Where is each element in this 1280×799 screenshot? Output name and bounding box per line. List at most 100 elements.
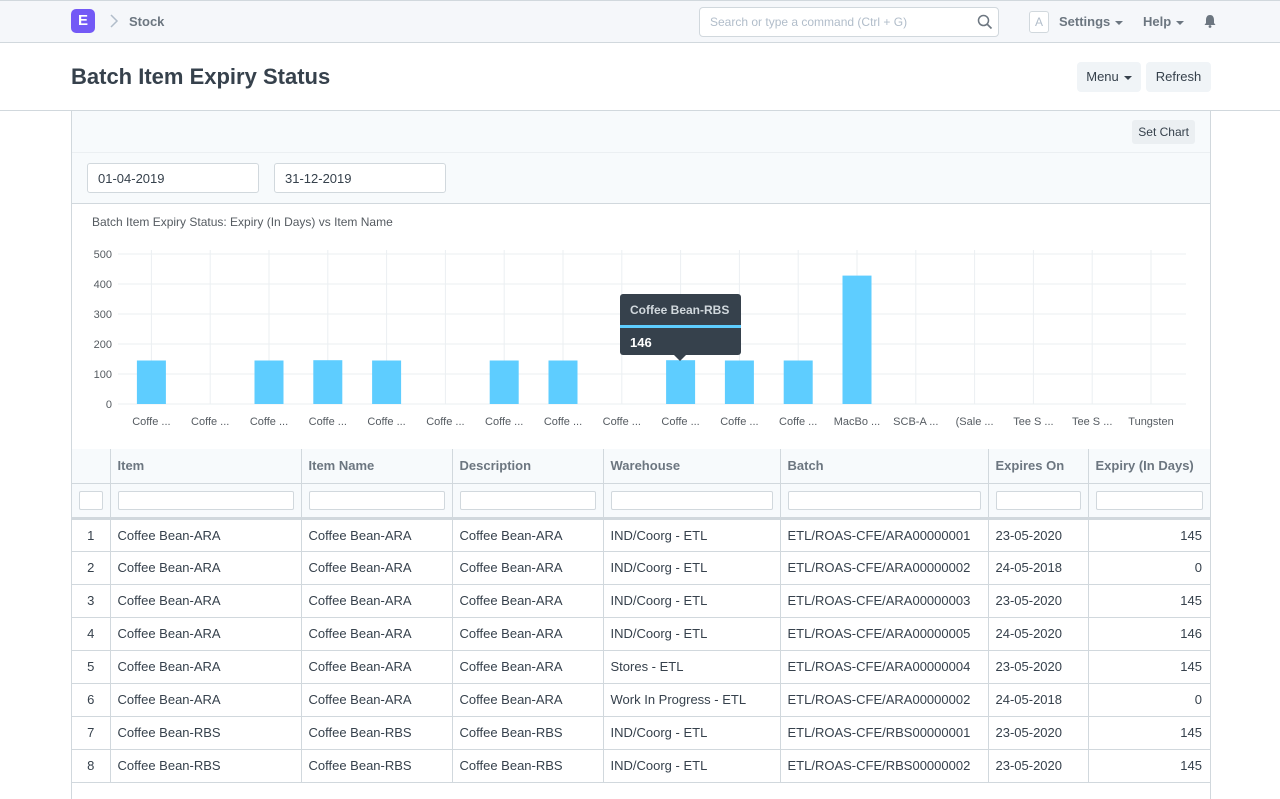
- cell-item[interactable]: Coffee Bean-ARA: [110, 683, 302, 717]
- expires-on-filter-input[interactable]: [995, 490, 1081, 510]
- cell-description[interactable]: Coffee Bean-ARA: [452, 650, 604, 684]
- cell-item-name[interactable]: Coffee Bean-ARA: [301, 683, 453, 717]
- column-header-warehouse[interactable]: Warehouse: [603, 449, 781, 484]
- cell-expires-on[interactable]: 24-05-2018: [988, 551, 1089, 585]
- column-header-description[interactable]: Description: [452, 449, 604, 484]
- cell-expiry-days[interactable]: 145: [1088, 749, 1210, 783]
- row-number: 4: [72, 617, 111, 651]
- cell-description[interactable]: Coffee Bean-ARA: [452, 584, 604, 618]
- cell-expires-on[interactable]: 23-05-2020: [988, 584, 1089, 618]
- cell-expiry-days[interactable]: 145: [1088, 518, 1210, 552]
- row-number: 1: [72, 518, 111, 552]
- description-filter-input[interactable]: [459, 490, 596, 510]
- cell-warehouse[interactable]: Stores - ETL: [603, 650, 781, 684]
- refresh-button[interactable]: Refresh: [1146, 62, 1211, 92]
- settings-dropdown[interactable]: Settings: [1059, 14, 1124, 29]
- cell-warehouse[interactable]: IND/Coorg - ETL: [603, 716, 781, 750]
- cell-description[interactable]: Coffee Bean-ARA: [452, 617, 604, 651]
- table-row[interactable]: 7 Coffee Bean-RBS Coffee Bean-RBS Coffee Be…: [72, 716, 1210, 750]
- cell-item-name[interactable]: Coffee Bean-ARA: [301, 617, 453, 651]
- cell-item[interactable]: Coffee Bean-ARA: [110, 617, 302, 651]
- column-header-item[interactable]: Item: [110, 449, 302, 484]
- cell-expiry-days[interactable]: 0: [1088, 551, 1210, 585]
- x-tick-label: (Sale ...: [956, 416, 994, 428]
- cell-item-name[interactable]: Coffee Bean-RBS: [301, 749, 453, 783]
- cell-warehouse[interactable]: IND/Coorg - ETL: [603, 584, 781, 618]
- cell-description[interactable]: Coffee Bean-ARA: [452, 683, 604, 717]
- cell-expires-on[interactable]: 23-05-2020: [988, 518, 1089, 552]
- cell-description[interactable]: Coffee Bean-RBS: [452, 716, 604, 750]
- row-number-filter[interactable]: [79, 490, 103, 510]
- cell-batch[interactable]: ETL/ROAS-CFE/ARA00000003: [780, 584, 989, 618]
- cell-description[interactable]: Coffee Bean-RBS: [452, 749, 604, 783]
- table-row[interactable]: 3 Coffee Bean-ARA Coffee Bean-ARA Coffee Be…: [72, 584, 1210, 618]
- set-chart-button[interactable]: Set Chart: [1132, 120, 1195, 144]
- cell-batch[interactable]: ETL/ROAS-CFE/RBS00000001: [780, 716, 989, 750]
- item-filter-input[interactable]: [117, 490, 294, 510]
- warehouse-filter-input[interactable]: [610, 490, 773, 510]
- help-dropdown[interactable]: Help: [1143, 14, 1185, 29]
- cell-description[interactable]: Coffee Bean-ARA: [452, 551, 604, 585]
- menu-button[interactable]: Menu: [1077, 62, 1141, 92]
- cell-batch[interactable]: ETL/ROAS-CFE/ARA00000005: [780, 617, 989, 651]
- search-icon[interactable]: [977, 14, 993, 30]
- chart-title: Batch Item Expiry Status: Expiry (In Day…: [92, 215, 393, 229]
- table-row[interactable]: 6 Coffee Bean-ARA Coffee Bean-ARA Coffee Be…: [72, 683, 1210, 717]
- cell-item-name[interactable]: Coffee Bean-ARA: [301, 650, 453, 684]
- cell-description[interactable]: Coffee Bean-ARA: [452, 518, 604, 552]
- cell-warehouse[interactable]: IND/Coorg - ETL: [603, 749, 781, 783]
- cell-item-name[interactable]: Coffee Bean-ARA: [301, 518, 453, 552]
- cell-expiry-days[interactable]: 145: [1088, 716, 1210, 750]
- table-row[interactable]: 2 Coffee Bean-ARA Coffee Bean-ARA Coffee Be…: [72, 551, 1210, 585]
- x-tick-label: Coffe ...: [544, 416, 582, 428]
- column-header-expires-on[interactable]: Expires On: [988, 449, 1089, 484]
- cell-warehouse[interactable]: IND/Coorg - ETL: [603, 518, 781, 552]
- cell-item-name[interactable]: Coffee Bean-ARA: [301, 584, 453, 618]
- cell-expires-on[interactable]: 23-05-2020: [988, 716, 1089, 750]
- table-row[interactable]: 4 Coffee Bean-ARA Coffee Bean-ARA Coffee Be…: [72, 617, 1210, 651]
- cell-item[interactable]: Coffee Bean-ARA: [110, 650, 302, 684]
- search-input[interactable]: [700, 8, 970, 36]
- cell-expiry-days[interactable]: 0: [1088, 683, 1210, 717]
- avatar[interactable]: A: [1029, 11, 1049, 33]
- cell-warehouse[interactable]: IND/Coorg - ETL: [603, 551, 781, 585]
- cell-batch[interactable]: ETL/ROAS-CFE/RBS00000002: [780, 749, 989, 783]
- y-tick-label: 400: [94, 279, 112, 291]
- cell-item-name[interactable]: Coffee Bean-ARA: [301, 551, 453, 585]
- table-row[interactable]: 8 Coffee Bean-RBS Coffee Bean-RBS Coffee Be…: [72, 749, 1210, 783]
- cell-item-name[interactable]: Coffee Bean-RBS: [301, 716, 453, 750]
- app-logo[interactable]: E: [71, 9, 95, 33]
- filter-cell: [452, 483, 604, 520]
- cell-item[interactable]: Coffee Bean-RBS: [110, 749, 302, 783]
- cell-expiry-days[interactable]: 145: [1088, 650, 1210, 684]
- x-tick-label: SCB-A ...: [893, 416, 938, 428]
- batch-filter-input[interactable]: [787, 490, 981, 510]
- cell-expires-on[interactable]: 24-05-2020: [988, 617, 1089, 651]
- item-name-filter-input[interactable]: [308, 490, 445, 510]
- cell-batch[interactable]: ETL/ROAS-CFE/ARA00000002: [780, 551, 989, 585]
- cell-expires-on[interactable]: 24-05-2018: [988, 683, 1089, 717]
- cell-expiry-days[interactable]: 145: [1088, 584, 1210, 618]
- cell-warehouse[interactable]: IND/Coorg - ETL: [603, 617, 781, 651]
- bell-icon[interactable]: [1203, 14, 1217, 28]
- table-row[interactable]: 5 Coffee Bean-ARA Coffee Bean-ARA Coffee Be…: [72, 650, 1210, 684]
- from-date-field[interactable]: [87, 163, 259, 193]
- expiry-days-filter-input[interactable]: [1095, 490, 1203, 510]
- cell-expires-on[interactable]: 23-05-2020: [988, 749, 1089, 783]
- cell-warehouse[interactable]: Work In Progress - ETL: [603, 683, 781, 717]
- cell-batch[interactable]: ETL/ROAS-CFE/ARA00000004: [780, 650, 989, 684]
- cell-item[interactable]: Coffee Bean-ARA: [110, 551, 302, 585]
- column-header-batch[interactable]: Batch: [780, 449, 989, 484]
- cell-expires-on[interactable]: 23-05-2020: [988, 650, 1089, 684]
- table-row[interactable]: 1 Coffee Bean-ARA Coffee Bean-ARA Coffee Be…: [72, 518, 1210, 552]
- cell-batch[interactable]: ETL/ROAS-CFE/ARA00000001: [780, 518, 989, 552]
- column-header-item-name[interactable]: Item Name: [301, 449, 453, 484]
- to-date-field[interactable]: [274, 163, 446, 193]
- cell-item[interactable]: Coffee Bean-ARA: [110, 518, 302, 552]
- breadcrumb-stock[interactable]: Stock: [129, 14, 165, 29]
- cell-batch[interactable]: ETL/ROAS-CFE/ARA00000002: [780, 683, 989, 717]
- cell-item[interactable]: Coffee Bean-RBS: [110, 716, 302, 750]
- cell-item[interactable]: Coffee Bean-ARA: [110, 584, 302, 618]
- cell-expiry-days[interactable]: 146: [1088, 617, 1210, 651]
- column-header-expiry-days[interactable]: Expiry (In Days): [1088, 449, 1210, 484]
